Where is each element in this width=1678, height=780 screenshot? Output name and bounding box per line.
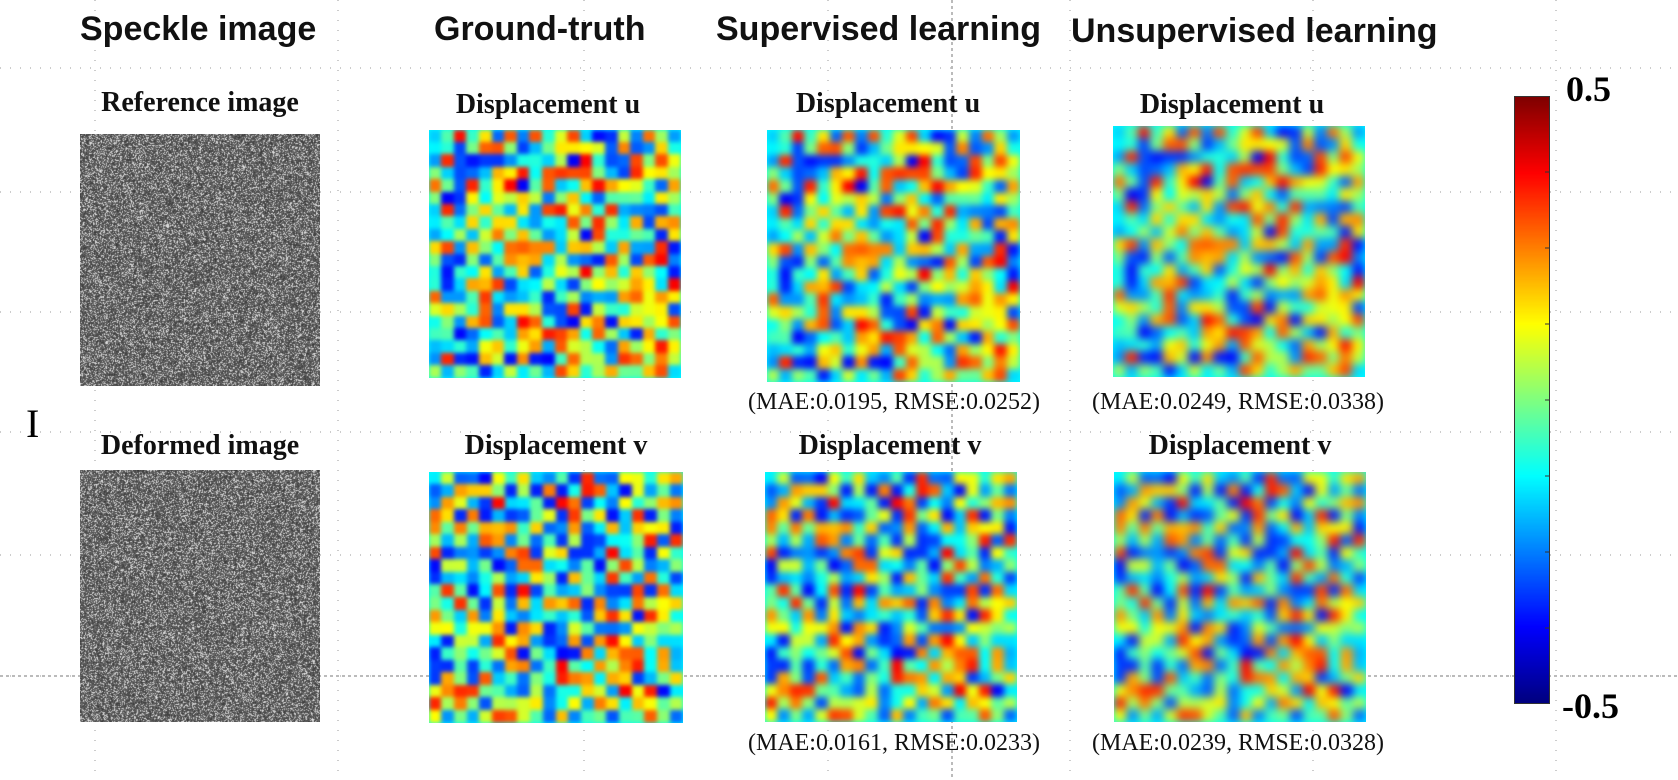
- unsupervised-v-metrics: (MAE:0.0239, RMSE:0.0328): [1091, 730, 1384, 756]
- deformed-image-label: Deformed image: [100, 430, 300, 461]
- supervised-v-field: [765, 472, 1017, 722]
- unsupervised-v-field: [1114, 472, 1366, 722]
- unsupervised-u-field: [1113, 126, 1365, 377]
- supervised-u-field: [767, 130, 1020, 382]
- deformed-speckle-image: [80, 470, 320, 722]
- colorbar-min-label: -0.5: [1562, 686, 1619, 726]
- ground-truth-u-field: [429, 130, 681, 378]
- ground-truth-v-field: [429, 472, 683, 723]
- supervised-u-metrics: (MAE:0.0195, RMSE:0.0252): [747, 389, 1040, 415]
- supervised-u-label: Displacement u: [795, 88, 981, 119]
- unsupervised-u-metrics: (MAE:0.0249, RMSE:0.0338): [1091, 389, 1384, 415]
- reference-speckle-image: [80, 134, 320, 386]
- column-title-speckle: Speckle image: [80, 10, 317, 48]
- column-title-ground-truth: Ground-truth: [434, 10, 646, 48]
- ground-truth-u-label: Displacement u: [455, 89, 641, 120]
- column-title-unsupervised: Unsupervised learning: [1071, 12, 1438, 50]
- colorbar-ticks: [1545, 171, 1549, 629]
- supervised-v-metrics: (MAE:0.0161, RMSE:0.0233): [747, 730, 1040, 756]
- unsupervised-u-label: Displacement u: [1139, 89, 1325, 120]
- colorbar-max-label: 0.5: [1566, 69, 1611, 109]
- reference-image-label: Reference image: [101, 87, 299, 118]
- supervised-v-label: Displacement v: [798, 430, 982, 461]
- colorbar: [1514, 96, 1550, 704]
- unsupervised-v-label: Displacement v: [1148, 430, 1332, 461]
- column-title-supervised: Supervised learning: [716, 10, 1041, 48]
- ground-truth-v-label: Displacement v: [464, 430, 648, 461]
- text-cursor-icon: I: [26, 401, 40, 446]
